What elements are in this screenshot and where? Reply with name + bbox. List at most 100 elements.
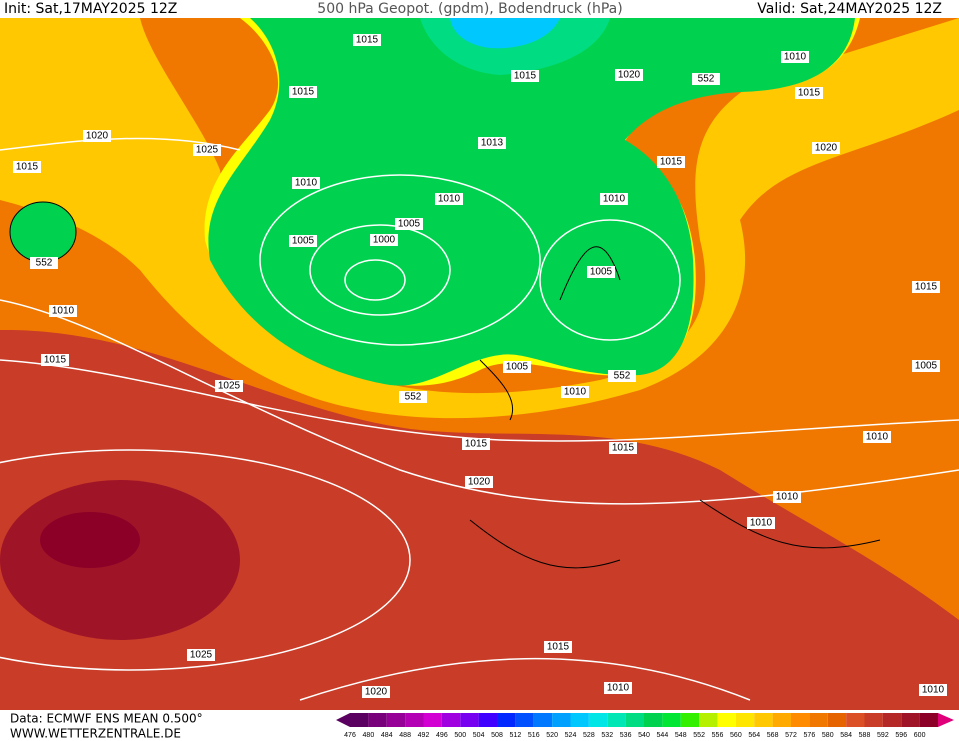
colorbar-segment: [919, 713, 938, 727]
isobar-label-bg: [919, 684, 947, 696]
colorbar-tick-label: 488: [399, 732, 411, 739]
colorbar-tick-label: 496: [436, 732, 448, 739]
colorbar-tick-label: 540: [638, 732, 650, 739]
isobar-label-bg: [370, 234, 398, 246]
isobar-label: 1015: [514, 71, 537, 82]
colorbar-segment: [882, 713, 902, 727]
isobar-label: 1013: [481, 138, 504, 149]
isobar-label-bg: [41, 354, 69, 366]
colorbar-tick-label: 492: [418, 732, 430, 739]
isobar-label-bg: [193, 144, 221, 156]
isobar-label-bg: [863, 431, 891, 443]
colorbar-arrow-left: [336, 713, 350, 727]
isobar-label-bg: [49, 305, 77, 317]
isobar-label: 1010: [776, 492, 799, 503]
colorbar-segment: [588, 713, 608, 727]
isobar-label-bg: [600, 193, 628, 205]
colorbar-segment: [846, 713, 865, 727]
field-green: [208, 18, 855, 386]
colorbar-segment: [478, 713, 497, 727]
isobar-label: 1020: [468, 477, 491, 488]
isobars: [0, 137, 959, 701]
colorbar-segment: [680, 713, 700, 727]
isobar-label-bg: [747, 517, 775, 529]
isobar-label: 1025: [196, 145, 219, 156]
isobar-label-bg: [615, 69, 643, 81]
colorbar-tick-label: 504: [473, 732, 485, 739]
colorbar-segment: [625, 713, 644, 727]
map-field: [0, 18, 959, 710]
isobar-label: 552: [614, 371, 631, 382]
isobar-label: 1010: [603, 194, 626, 205]
colorbar-segment: [827, 713, 847, 727]
colorbar-segment: [533, 713, 553, 727]
isobar-label: 1015: [915, 282, 938, 293]
isobar-label-bg: [604, 682, 632, 694]
isobar-label: 1005: [590, 267, 613, 278]
colorbar-tick-label: 564: [748, 732, 760, 739]
colorbar-segment: [552, 713, 571, 727]
isobar-label-bg: [83, 130, 111, 142]
isobar-label: 552: [36, 258, 53, 269]
colorbar-arrow-right: [938, 713, 954, 727]
colorbar-tick-label: 552: [693, 732, 705, 739]
isobar-label-bg: [292, 177, 320, 189]
isobar-label: 1020: [86, 131, 109, 142]
isobar-label: 1010: [866, 432, 889, 443]
colorbar-segment: [772, 713, 791, 727]
colorbar-tick-label: 528: [583, 732, 595, 739]
colorbar-tick-label: 560: [730, 732, 742, 739]
source-label: Data: ECMWF ENS MEAN 0.500°: [10, 712, 203, 726]
colorbar-segment: [515, 713, 534, 727]
isobar-label: 1015: [660, 157, 683, 168]
colorbar-segment: [607, 713, 626, 727]
colorbar-segment: [864, 713, 883, 727]
isobar-label-bg: [773, 491, 801, 503]
isobar-label-bg: [912, 360, 940, 372]
init-label: Init: Sat,17MAY2025 12Z: [4, 1, 177, 17]
isobar-label-bg: [13, 161, 41, 173]
field-green-small: [9, 201, 77, 263]
isobar-label-bg: [608, 370, 636, 382]
isobar-label: 1025: [218, 381, 241, 392]
isobar-label: 1015: [356, 35, 379, 46]
isobar-label-bg: [187, 649, 215, 661]
isobar-label-bg: [395, 218, 423, 230]
isobar-label-bg: [503, 361, 531, 373]
map-title: 500 hPa Geopot. (gpdm), Bodendruck (hPa): [317, 1, 622, 17]
isobar-label: 1010: [564, 387, 587, 398]
isobar-label-bg: [462, 438, 490, 450]
colorbar-segment: [901, 713, 920, 727]
isobar-label: 1000: [373, 235, 396, 246]
isobar-label-bg: [478, 137, 506, 149]
site-label: WWW.WETTERZENTRALE.DE: [10, 727, 181, 741]
isobar-label-bg: [289, 235, 317, 247]
isobar-label: 1010: [784, 52, 807, 63]
colorbar-tick-label: 524: [565, 732, 577, 739]
isobar-label-bg: [465, 476, 493, 488]
colorbar-tick-label: 512: [510, 732, 522, 739]
isobar-label-bg: [544, 641, 572, 653]
isobar-label: 552: [698, 74, 715, 85]
isobar-label: 1015: [612, 443, 635, 454]
isobar-label-bg: [511, 70, 539, 82]
colorbar-segment: [423, 713, 442, 727]
colorbar-segment: [754, 713, 773, 727]
colorbar-tick-label: 592: [877, 732, 889, 739]
colorbar-tick-label: 588: [859, 732, 871, 739]
isobar-label-bg: [30, 257, 58, 269]
isobar-label-bg: [215, 380, 243, 392]
isobar-label-bg: [587, 266, 615, 278]
isobar-label-bg: [362, 686, 390, 698]
isobar-label: 552: [405, 392, 422, 403]
isobar-label-bg: [289, 86, 317, 98]
field-yellow: [0, 18, 959, 419]
valid-label: Valid: Sat,24MAY2025 12Z: [757, 1, 942, 17]
isobar-label-bg: [812, 142, 840, 154]
isobar-label: 1010: [295, 178, 318, 189]
isobar-label-bg: [399, 391, 427, 403]
colorbar-tick-label: 572: [785, 732, 797, 739]
colorbar-tick-label: 544: [657, 732, 669, 739]
colorbar-tick-label: 480: [363, 732, 375, 739]
colorbar-segment: [699, 713, 718, 727]
